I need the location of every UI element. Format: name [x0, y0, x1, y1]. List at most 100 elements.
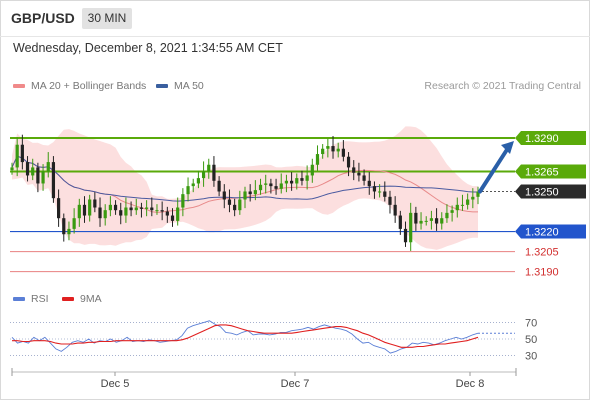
candle-down: [93, 199, 97, 208]
candle-up: [460, 204, 465, 206]
candle-down: [274, 186, 278, 189]
level-label-1.3205: 1.3205: [525, 247, 559, 259]
9ma-swatch: [62, 297, 74, 302]
candle-down: [139, 207, 144, 209]
price-tag-bg: [515, 131, 586, 146]
candle-up: [424, 220, 428, 222]
candle-down: [398, 215, 402, 229]
rsi-tick-label: 30: [525, 351, 537, 363]
candle-up: [305, 175, 309, 181]
candle-up: [176, 207, 180, 221]
legend-label-9ma: 9MA: [80, 293, 102, 305]
candle-up: [321, 148, 325, 155]
candle-up: [326, 146, 330, 149]
candle-down: [62, 218, 66, 235]
candle-down: [383, 191, 387, 197]
candle-down: [362, 175, 366, 181]
candle-up: [67, 228, 71, 235]
x-tick-label: Dec 5: [101, 378, 130, 390]
price-tag-text: 1.3265: [525, 166, 559, 178]
candle-down: [289, 180, 294, 184]
legend-item-ma20: MA 20 + Bollinger Bands: [13, 80, 146, 92]
candle-up: [409, 212, 413, 243]
candle-up: [315, 154, 320, 165]
candle-up: [471, 196, 475, 200]
candle-down: [51, 162, 56, 199]
candle-up: [103, 210, 107, 219]
candle-up: [264, 183, 268, 185]
candle-down: [25, 162, 30, 176]
candle-up: [284, 180, 289, 184]
level-label-1.3190: 1.3190: [525, 267, 559, 279]
candle-down: [20, 144, 24, 163]
candle-down: [160, 210, 164, 212]
candle-up: [258, 184, 263, 191]
legend-item-rsi: RSI: [13, 293, 49, 305]
candle-down: [82, 204, 87, 216]
candle-up: [466, 199, 470, 205]
credit-label: Research © 2021 Trading Central: [424, 80, 581, 92]
candle-up: [196, 178, 201, 184]
price-tag-1.3220: 1.3220: [515, 224, 586, 239]
candle-down: [393, 204, 397, 216]
candle-up: [181, 194, 185, 208]
candle-down: [248, 191, 252, 195]
candle-up: [15, 144, 19, 168]
candle-down: [269, 183, 273, 187]
legend-label-rsi: RSI: [31, 293, 49, 305]
candle-down: [98, 207, 102, 219]
candle-up: [145, 207, 149, 209]
candle-up: [191, 183, 195, 187]
candle-down: [434, 218, 439, 224]
candle-down: [222, 191, 226, 200]
candle-up: [378, 191, 382, 193]
candle-down: [129, 207, 133, 211]
candle-down: [36, 167, 40, 184]
rsi-swatch: [13, 297, 25, 302]
candle-up: [31, 167, 35, 176]
candle-up: [72, 218, 76, 229]
candle-up: [253, 190, 257, 195]
candle-up: [310, 164, 314, 176]
candle-down: [300, 178, 304, 181]
candle-down: [414, 212, 418, 224]
candle-down: [56, 198, 61, 219]
candle-up: [134, 207, 138, 211]
candle-down: [331, 146, 335, 152]
x-tick-label: Dec 7: [281, 378, 310, 390]
price-tag-text: 1.3250: [525, 186, 559, 198]
price-tag-1.3265: 1.3265: [515, 164, 586, 179]
price-tag-bg: [515, 184, 586, 199]
candle-up: [476, 191, 480, 197]
candle-down: [113, 204, 118, 211]
candle-down: [367, 180, 371, 187]
candle-down: [388, 196, 392, 205]
candle-up: [41, 171, 45, 184]
candle-up: [440, 218, 444, 224]
ma50-swatch: [156, 84, 168, 89]
rsi-line: [11, 320, 479, 354]
candle-up: [10, 167, 14, 171]
price-tag-1.3290: 1.3290: [515, 131, 586, 146]
legend-label-ma20: MA 20 + Bollinger Bands: [31, 80, 147, 92]
candle-up: [77, 204, 81, 219]
candle-down: [217, 180, 221, 192]
candle-up: [88, 199, 92, 216]
rsi-tick-label: 70: [525, 317, 537, 329]
candle-up: [295, 178, 299, 184]
candle-down: [372, 186, 377, 192]
forecast-arrow-shaft: [478, 146, 510, 194]
legend-item-9ma: 9MA: [62, 293, 102, 305]
candle-down: [170, 215, 175, 221]
price-tag-1.3250: 1.3250: [515, 184, 586, 199]
candle-up: [207, 164, 211, 172]
timeframe-badge[interactable]: 30 MIN: [82, 8, 132, 29]
candle-up: [419, 220, 423, 224]
candle-up: [450, 210, 454, 213]
candle-down: [227, 199, 232, 205]
candle-up: [279, 183, 283, 189]
candle-down: [212, 164, 216, 181]
candle-up: [201, 171, 206, 179]
price-tag-text: 1.3290: [525, 133, 559, 145]
